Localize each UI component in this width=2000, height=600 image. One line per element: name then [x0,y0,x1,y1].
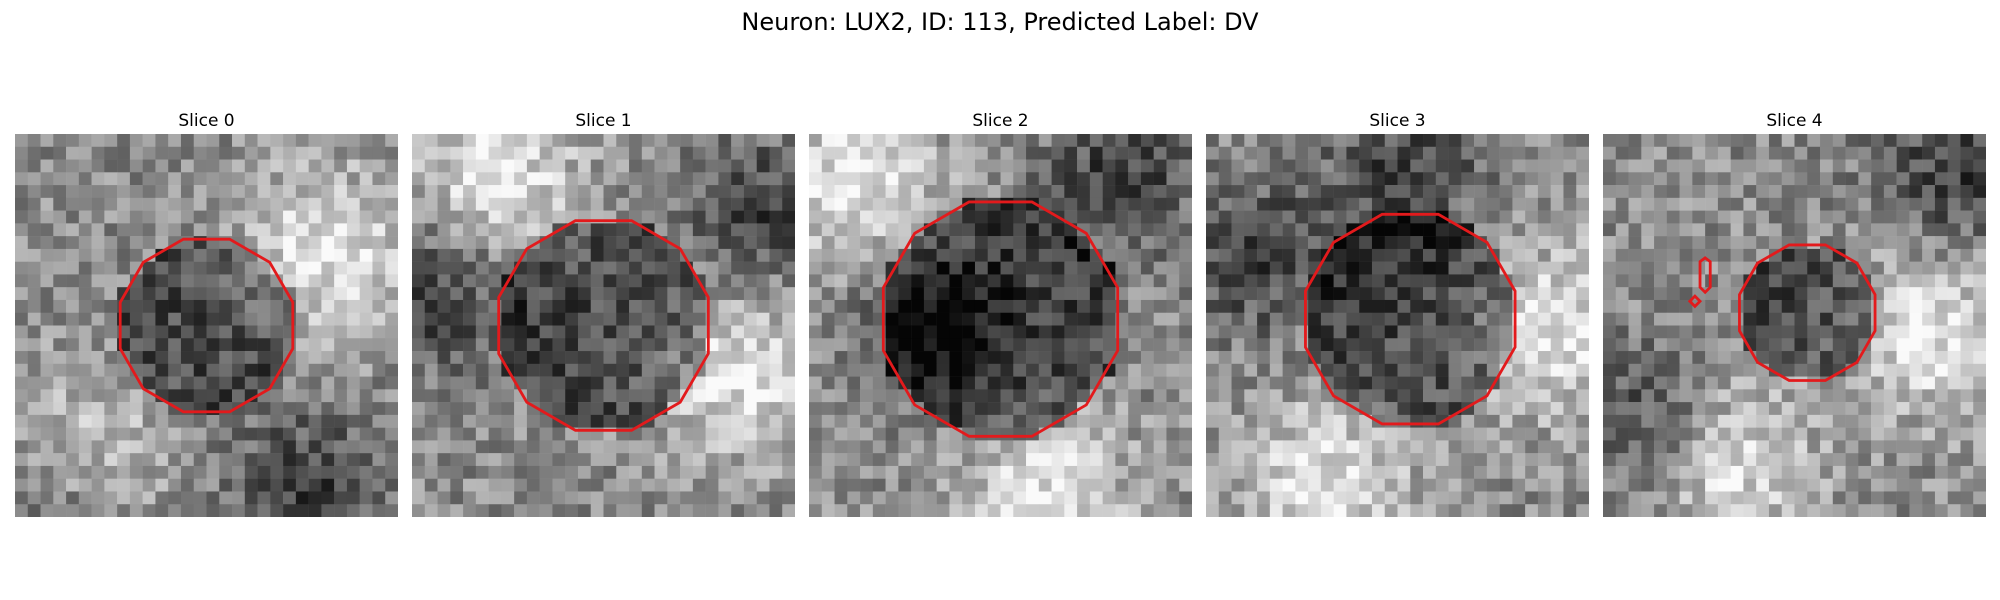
slice-title-1: Slice 1 [575,111,632,131]
small-contour-b [1687,294,1703,309]
slice-image-2 [809,134,1192,517]
cell-contour-4 [1738,243,1877,382]
cell-contour-2 [881,200,1120,438]
slice-panel-1: Slice 1 [412,110,795,517]
slice-panel-2: Slice 2 [809,110,1192,517]
figure-title: Neuron: LUX2, ID: 113, Predicted Label: … [741,8,1259,36]
cell-contour-0 [118,237,295,414]
slice-image-1 [412,134,795,517]
slice-image-4 [1603,134,1986,517]
slice-panel-3: Slice 3 [1206,110,1589,517]
slice-title-2: Slice 2 [972,111,1029,131]
slice-title-3: Slice 3 [1369,111,1426,131]
slice-panel-4: Slice 4 [1603,110,1986,517]
slice-panel-0: Slice 0 [15,110,398,517]
small-contour-a [1698,256,1712,295]
slice-image-0 [15,134,398,517]
cell-contour-1 [497,219,710,432]
cell-contour-3 [1304,212,1517,426]
slice-image-3 [1206,134,1589,517]
slice-title-4: Slice 4 [1766,111,1823,131]
slice-title-0: Slice 0 [178,111,235,131]
